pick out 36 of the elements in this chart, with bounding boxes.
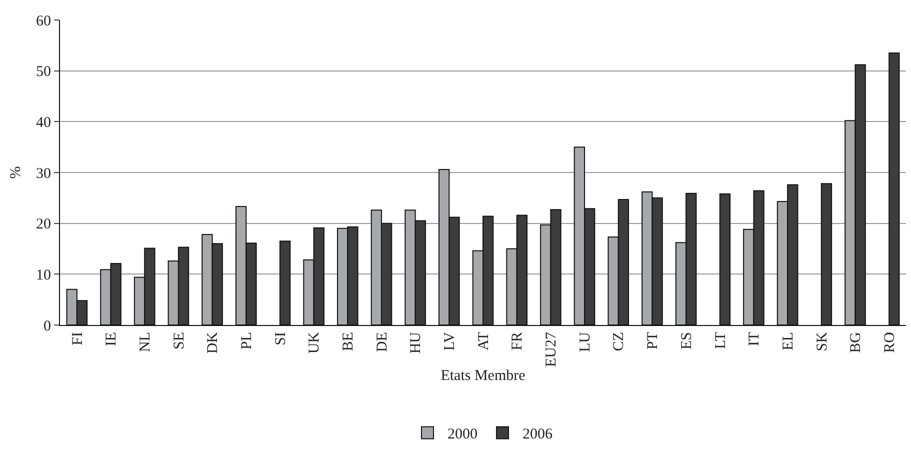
y-tick-label: 60 [36, 13, 51, 30]
x-tick-label: DE [374, 332, 390, 352]
x-tick-label: EL [780, 332, 796, 350]
x-tick-label: PT [645, 332, 662, 350]
x-tick-label: IT [746, 332, 763, 346]
x-tick-label: SE [171, 332, 188, 350]
x-tick-label: SI [272, 332, 289, 346]
x-tick-label: FR [510, 332, 526, 350]
x-tick-label: BE [340, 332, 357, 352]
y-tick-label: 10 [36, 267, 51, 284]
x-tick-label: IE [104, 332, 120, 346]
y-tick-label: 20 [36, 216, 51, 233]
x-tick-label: UK [306, 332, 323, 354]
x-tick-label: LV [442, 332, 458, 351]
x-tick-label: NL [137, 332, 154, 352]
x-tick-label: ES [678, 332, 695, 350]
x-tick-label: FI [70, 332, 86, 346]
x-tick-label: CZ [611, 332, 628, 352]
x-axis-title: Etats Membre [440, 368, 526, 384]
legend-label: 2006 [522, 426, 553, 443]
y-tick-label: 30 [36, 166, 51, 182]
y-tick-label: 40 [36, 114, 51, 131]
x-tick-label: LU [577, 332, 594, 352]
y-axis-title: % [8, 166, 24, 179]
y-tick-label: 50 [36, 64, 51, 80]
x-tick-label: BG [848, 332, 864, 353]
x-tick-label: DK [205, 332, 222, 354]
x-tick-label: PL [238, 332, 255, 350]
y-tick-label: 0 [44, 318, 51, 334]
x-tick-label: HU [408, 332, 424, 354]
legend-label: 2000 [448, 426, 478, 443]
x-tick-label: AT [476, 332, 492, 350]
x-tick-label: RO [882, 332, 898, 353]
x-tick-label: EU27 [544, 332, 560, 367]
x-tick-label: LT [712, 332, 729, 349]
x-tick-label: SK [814, 332, 830, 352]
